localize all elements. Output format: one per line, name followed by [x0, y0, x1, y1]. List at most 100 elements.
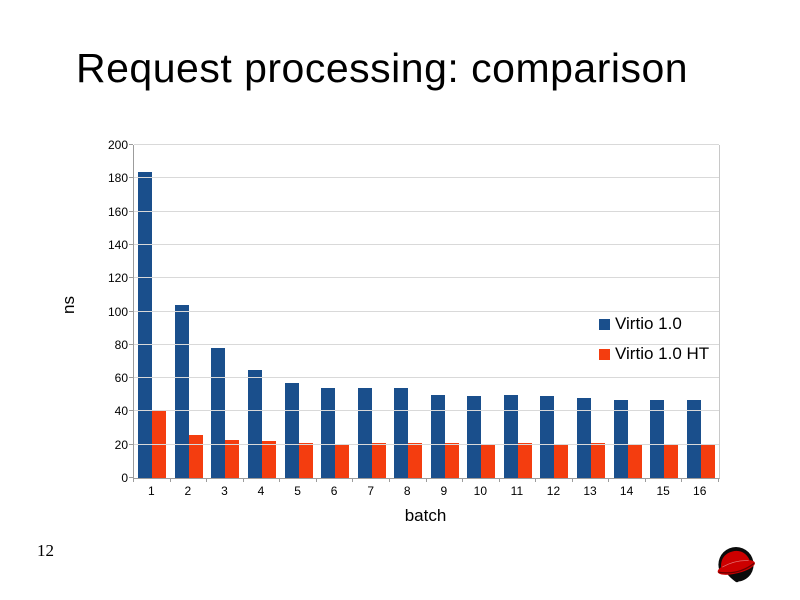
y-axis-tick-label: 120 — [107, 271, 128, 286]
x-axis-tickmark — [315, 478, 317, 482]
x-axis-tickmark — [425, 478, 427, 482]
bar-group-batch-12 — [536, 145, 573, 478]
y-axis-tickmark — [129, 310, 133, 312]
gridline — [134, 177, 719, 179]
bar-virtio-1-0-batch-1 — [138, 171, 153, 478]
bar-virtio-1-0-ht-batch-11 — [517, 443, 532, 478]
x-axis-tickmark — [206, 478, 208, 482]
chart-legend: Virtio 1.0 Virtio 1.0 HT — [599, 312, 709, 372]
bar-group-batch-16 — [682, 145, 719, 478]
y-axis-tickmark — [129, 410, 133, 412]
bar-group-batch-5 — [280, 145, 317, 478]
bar-group-batch-13 — [573, 145, 610, 478]
bar-virtio-1-0-ht-batch-10 — [481, 444, 496, 478]
x-axis-tickmark — [644, 478, 646, 482]
x-axis-tick-label: 2 — [184, 484, 192, 498]
bar-virtio-1-0-batch-16 — [686, 399, 701, 478]
bar-group-batch-6 — [317, 145, 354, 478]
bar-virtio-1-0-batch-8 — [394, 388, 409, 478]
bar-group-batch-3 — [207, 145, 244, 478]
bar-group-batch-11 — [500, 145, 537, 478]
bar-virtio-1-0-batch-12 — [540, 396, 555, 478]
bar-virtio-1-0-ht-batch-13 — [591, 443, 606, 478]
y-axis-tickmark — [129, 243, 133, 245]
x-axis-tickmark — [279, 478, 281, 482]
bar-virtio-1-0-ht-batch-5 — [298, 443, 313, 478]
plot-area — [129, 144, 720, 482]
x-axis-tick-label: 10 — [473, 484, 488, 498]
y-axis-title: ns — [59, 296, 78, 314]
bar-virtio-1-0-batch-6 — [321, 388, 336, 478]
x-axis-tickmark — [388, 478, 390, 482]
y-axis-tick-labels: 0 20 40 60 80 100 120 140 160 180 200 — [84, 138, 128, 485]
bar-virtio-1-0-ht-batch-4 — [261, 441, 276, 478]
bar-group-batch-14 — [609, 145, 646, 478]
gridline — [134, 277, 719, 279]
y-axis-tick-label: 200 — [107, 138, 128, 152]
y-axis-tickmark — [129, 210, 133, 212]
bar-virtio-1-0-batch-15 — [650, 399, 665, 478]
y-axis-tickmark — [129, 144, 133, 145]
bar-virtio-1-0-ht-batch-7 — [371, 443, 386, 478]
bar-virtio-1-0-batch-11 — [503, 394, 518, 478]
bar-virtio-1-0-ht-batch-15 — [664, 444, 679, 478]
x-axis-tick-label: 3 — [221, 484, 228, 498]
y-axis-tickmark — [129, 477, 133, 478]
x-axis-tickmark — [498, 478, 500, 482]
y-axis-tick-label: 60 — [114, 371, 128, 386]
x-axis-tickmark — [169, 478, 171, 482]
y-axis-tickmark — [129, 277, 133, 279]
legend-label: Virtio 1.0 HT — [615, 344, 710, 363]
x-axis-title: batch — [404, 506, 447, 525]
bar-group-batch-10 — [463, 145, 500, 478]
gridline — [134, 377, 719, 379]
gridline — [134, 443, 719, 445]
bar-group-batch-2 — [171, 145, 208, 478]
gridline — [134, 144, 719, 145]
x-axis-tick-label: 16 — [693, 484, 707, 498]
bar-group-batch-4 — [244, 145, 281, 478]
x-axis-tick-label: 12 — [546, 484, 561, 498]
y-axis-tick-label: 80 — [114, 337, 128, 352]
x-axis-tickmark — [681, 478, 683, 482]
bar-virtio-1-0-batch-5 — [284, 383, 299, 478]
gridline — [134, 410, 719, 412]
x-axis-tickmark — [571, 478, 573, 482]
y-axis-tickmark — [129, 377, 133, 379]
bar-virtio-1-0-ht-batch-9 — [444, 443, 459, 478]
legend-item: Virtio 1.0 — [599, 312, 709, 336]
y-axis-tick-label: 180 — [107, 171, 128, 186]
bar-virtio-1-0-ht-batch-14 — [627, 444, 642, 478]
bar-group-batch-15 — [646, 145, 683, 478]
x-axis-tick-label: 11 — [510, 484, 524, 498]
x-axis-tick-label: 9 — [440, 484, 448, 498]
page-number: 12 — [37, 541, 54, 560]
logo-collar-cut-shape — [738, 574, 752, 584]
bar-virtio-1-0-batch-4 — [247, 369, 262, 478]
bar-virtio-1-0-ht-batch-6 — [335, 444, 350, 478]
x-axis-tick-labels: 1 2 3 4 5 6 7 8 9 10 11 12 13 14 15 16 — [133, 484, 718, 498]
x-axis-tick-label: 15 — [656, 484, 670, 498]
x-axis-tick-label: 5 — [294, 484, 301, 498]
x-axis-tick-label: 6 — [330, 484, 338, 498]
slide-title: Request processing: comparison — [76, 45, 689, 91]
bar-virtio-1-0-ht-batch-8 — [408, 443, 423, 478]
bar-virtio-1-0-batch-10 — [467, 396, 482, 478]
bar-virtio-1-0-batch-3 — [211, 348, 226, 478]
y-axis-tick-label: 0 — [121, 471, 128, 485]
bar-virtio-1-0-ht-batch-16 — [700, 444, 715, 478]
x-axis-tick-label: 1 — [147, 484, 155, 498]
legend-item: Virtio 1.0 HT — [599, 342, 709, 366]
bar-virtio-1-0-batch-13 — [577, 398, 592, 478]
gridline — [134, 343, 719, 345]
x-axis-tickmark — [242, 478, 244, 482]
x-axis-tick-label: 8 — [403, 484, 411, 498]
y-axis-tickmark — [129, 177, 133, 179]
bar-virtio-1-0-ht-batch-2 — [188, 434, 203, 478]
gridline — [134, 310, 719, 312]
y-axis-tickmark — [129, 343, 133, 345]
x-axis-tickmark — [462, 478, 464, 482]
bar-virtio-1-0-ht-batch-3 — [225, 439, 240, 478]
bar-virtio-1-0-ht-batch-12 — [554, 444, 569, 478]
